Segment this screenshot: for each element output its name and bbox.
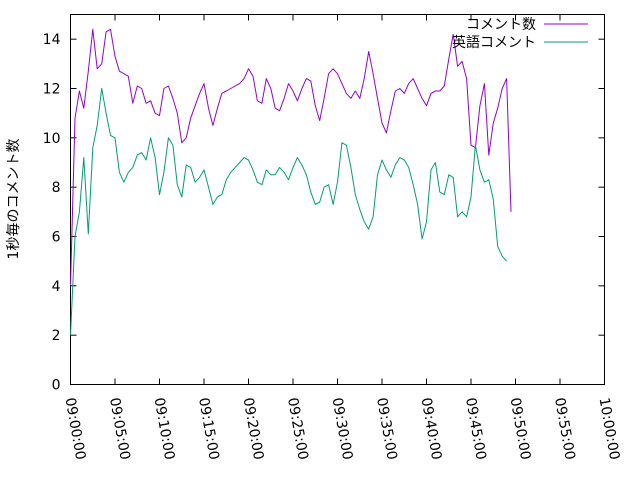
y-tick-label: 0 <box>52 378 61 394</box>
x-tick-label: 09:10:00 <box>151 396 178 461</box>
series-line-2 <box>70 88 507 336</box>
y-tick-label: 10 <box>43 131 61 147</box>
x-tick-label: 09:35:00 <box>373 396 400 461</box>
x-axis: 09:00:00 09:05:00 09:10:00 09:15:00 09:20:00… <box>62 14 623 461</box>
y-tick-label: 8 <box>52 180 61 196</box>
x-tick-label: 09:55:00 <box>551 396 578 461</box>
series-line-1 <box>70 28 512 286</box>
x-tick-label: 09:40:00 <box>418 396 445 461</box>
x-tick-label: 09:00:00 <box>62 396 89 461</box>
y-tick-label: 12 <box>43 82 61 98</box>
x-tick-label: 10:00:00 <box>596 396 623 461</box>
legend-label-1: コメント数 <box>466 17 536 33</box>
x-tick-label: 09:25:00 <box>284 396 311 461</box>
y-axis-label: 1秒毎のコメント数 <box>6 139 22 260</box>
x-tick-label: 09:50:00 <box>507 396 534 461</box>
x-tick-label: 09:15:00 <box>195 396 222 461</box>
x-tick-label: 09:20:00 <box>240 396 267 461</box>
y-tick-label: 6 <box>52 230 61 246</box>
series-lines <box>70 28 512 336</box>
plot-frame <box>70 14 605 385</box>
y-axis: 0 2 4 6 8 10 12 14 <box>43 32 605 394</box>
x-tick-label: 09:05:00 <box>106 396 133 461</box>
y-tick-label: 4 <box>52 279 61 295</box>
x-tick-label: 09:45:00 <box>462 396 489 461</box>
y-tick-label: 14 <box>43 32 61 48</box>
legend-label-2: 英語コメント <box>452 34 536 51</box>
y-tick-label: 2 <box>52 328 61 344</box>
x-tick-label: 09:30:00 <box>329 396 356 461</box>
